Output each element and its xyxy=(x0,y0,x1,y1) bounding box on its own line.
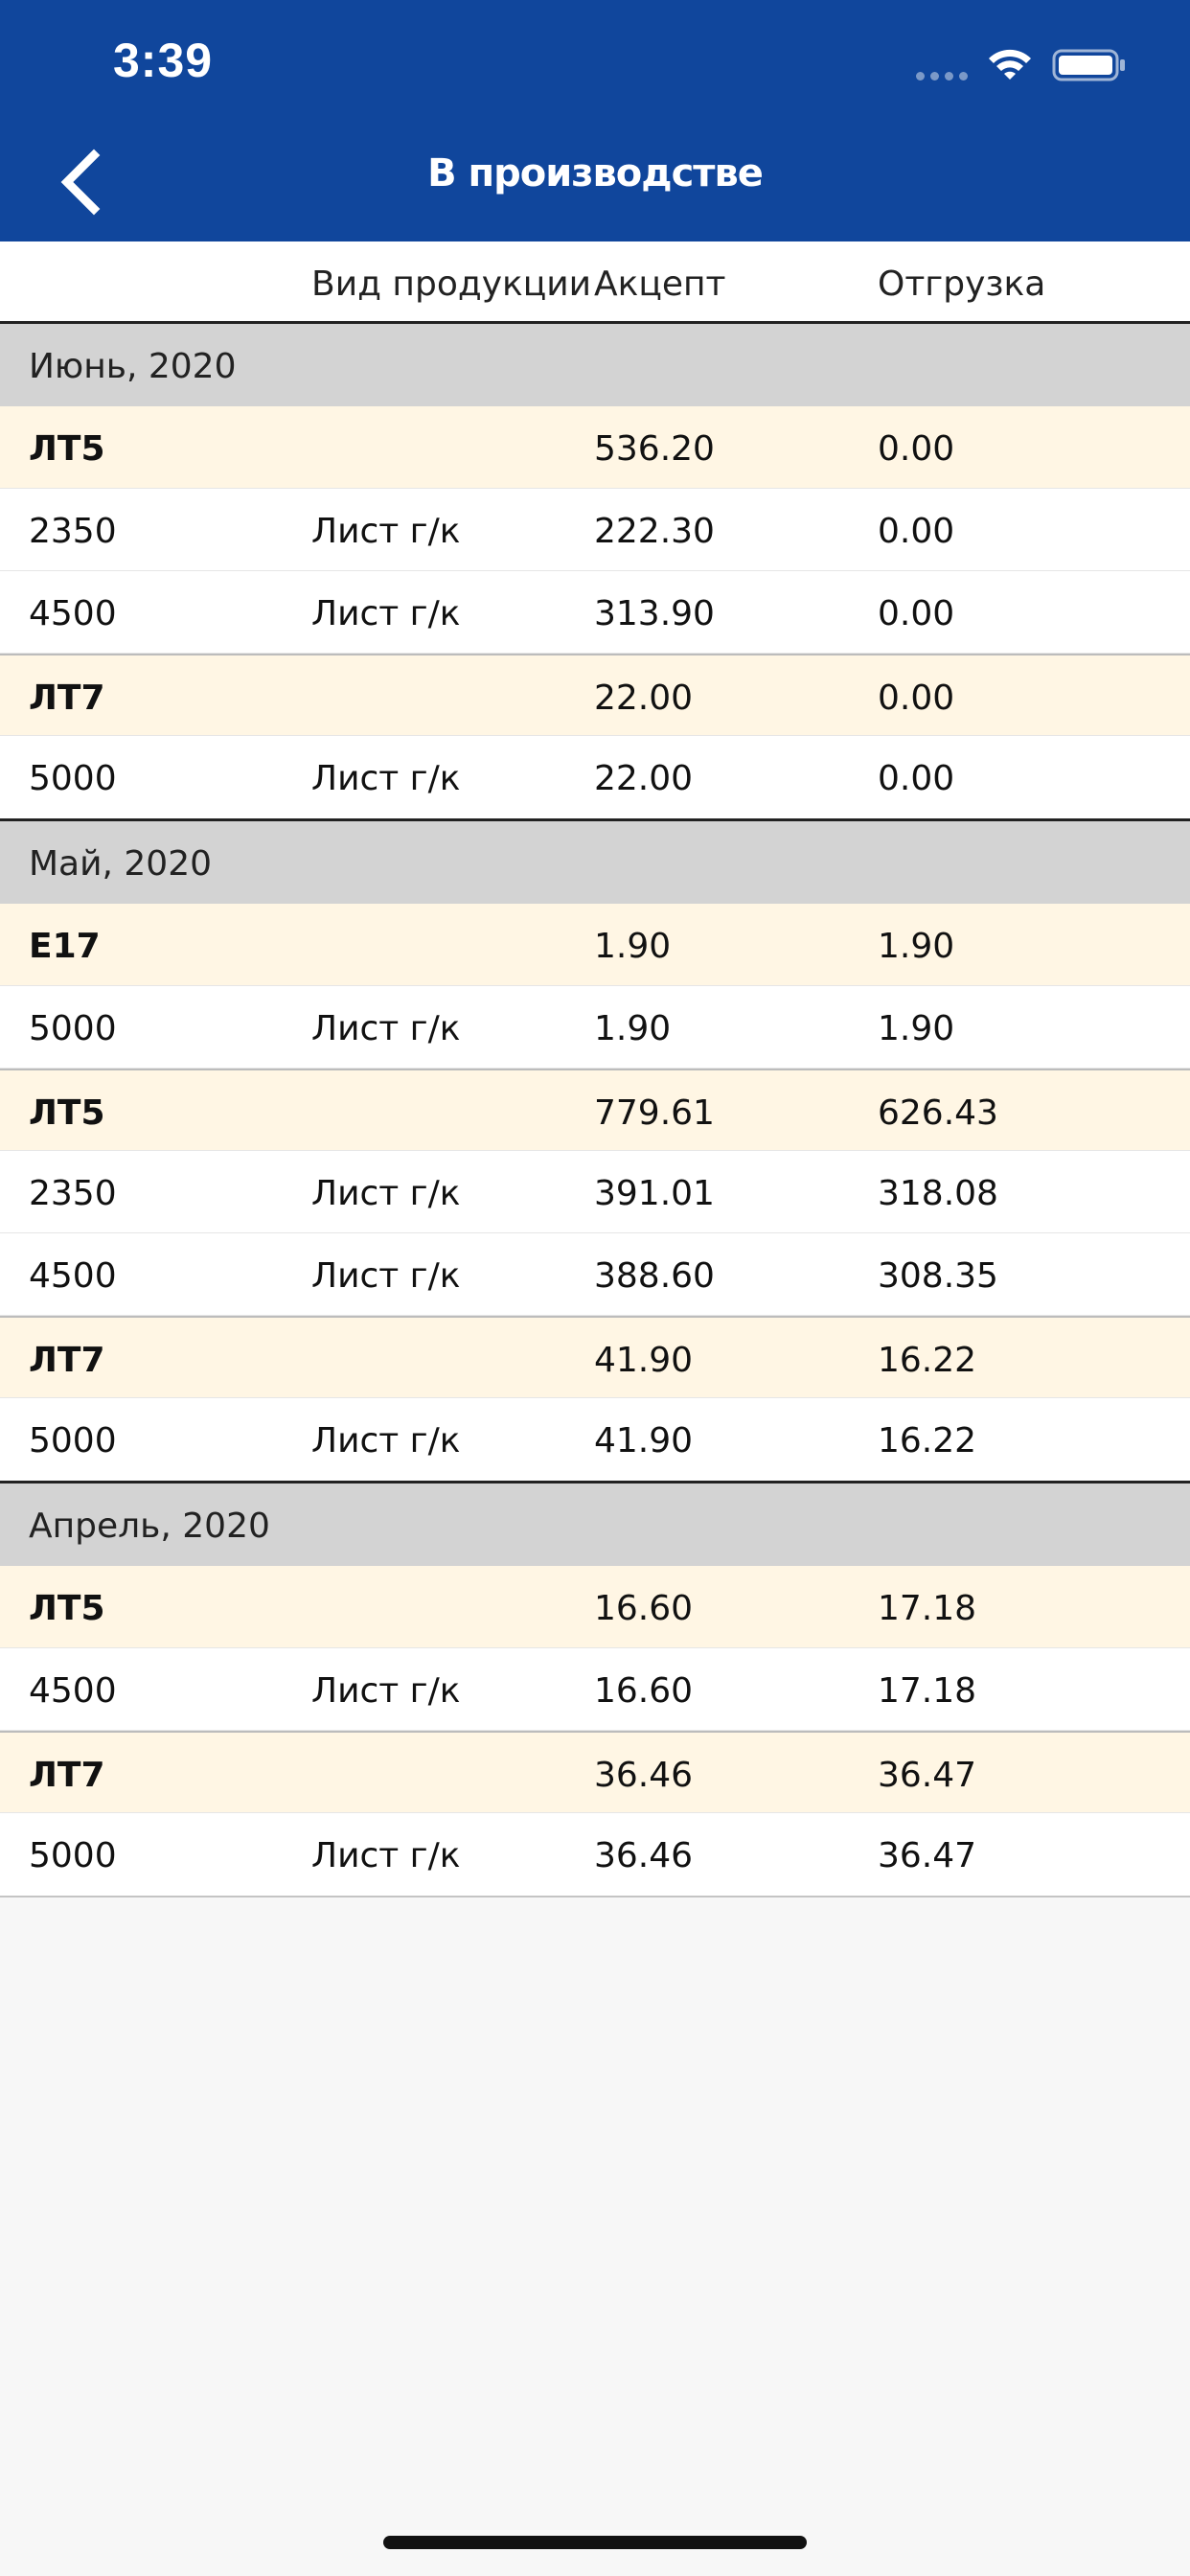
chevron-left-icon xyxy=(60,149,101,216)
row-shipment: 308.35 xyxy=(878,1256,998,1296)
row-shipment: 16.22 xyxy=(878,1341,977,1380)
column-header-product: Вид продукции xyxy=(311,264,592,304)
row-shipment: 1.90 xyxy=(878,1009,955,1048)
row-shipment: 16.22 xyxy=(878,1421,977,1460)
group-row[interactable]: ЛТ5 536.20 0.00 xyxy=(0,406,1190,489)
item-row[interactable]: 4500 Лист г/к 16.60 17.18 xyxy=(0,1648,1190,1731)
row-name: ЛТ7 xyxy=(29,1756,105,1795)
row-product: Лист г/к xyxy=(311,1421,461,1460)
row-accept: 779.61 xyxy=(594,1093,715,1133)
back-button[interactable] xyxy=(50,144,117,220)
row-name: ЛТ7 xyxy=(29,678,105,718)
row-accept: 41.90 xyxy=(594,1421,694,1460)
month-section: Апрель, 2020 ЛТ5 16.60 17.18 4500 Лист г… xyxy=(0,1484,1190,1898)
row-name: 5000 xyxy=(29,1009,117,1048)
row-product: Лист г/к xyxy=(311,512,461,551)
row-name: ЛТ5 xyxy=(29,429,105,469)
item-row[interactable]: 4500 Лист г/к 313.90 0.00 xyxy=(0,571,1190,654)
column-header-accept: Акцепт xyxy=(594,264,726,304)
section-header: Май, 2020 xyxy=(0,821,1190,904)
row-shipment: 0.00 xyxy=(878,678,955,718)
row-accept: 536.20 xyxy=(594,429,715,469)
row-name: 5000 xyxy=(29,1836,117,1875)
row-accept: 22.00 xyxy=(594,759,694,798)
month-section: Июнь, 2020 ЛТ5 536.20 0.00 2350 Лист г/к… xyxy=(0,324,1190,821)
row-accept: 391.01 xyxy=(594,1174,715,1213)
group-row[interactable]: ЛТ7 41.90 16.22 xyxy=(0,1316,1190,1398)
column-header-shipment: Отгрузка xyxy=(878,264,1046,304)
home-indicator[interactable] xyxy=(383,2536,807,2549)
row-shipment: 1.90 xyxy=(878,927,955,966)
row-accept: 36.46 xyxy=(594,1756,694,1795)
row-name: ЛТ5 xyxy=(29,1589,105,1628)
item-row[interactable]: 2350 Лист г/к 391.01 318.08 xyxy=(0,1151,1190,1233)
row-name: 5000 xyxy=(29,759,117,798)
item-row[interactable]: 5000 Лист г/к 41.90 16.22 xyxy=(0,1398,1190,1481)
row-name: 4500 xyxy=(29,1256,117,1296)
row-accept: 1.90 xyxy=(594,927,672,966)
table-header: Вид продукции Акцепт Отгрузка xyxy=(0,242,1190,324)
row-name: Е17 xyxy=(29,927,101,966)
wifi-icon xyxy=(989,49,1031,80)
item-row[interactable]: 5000 Лист г/к 1.90 1.90 xyxy=(0,986,1190,1069)
row-accept: 36.46 xyxy=(594,1836,694,1875)
row-name: 2350 xyxy=(29,1174,117,1213)
item-row[interactable]: 5000 Лист г/к 36.46 36.47 xyxy=(0,1813,1190,1896)
row-name: ЛТ7 xyxy=(29,1341,105,1380)
row-shipment: 0.00 xyxy=(878,429,955,469)
row-product: Лист г/к xyxy=(311,1671,461,1711)
page-title: В производстве xyxy=(427,151,764,196)
row-name: 2350 xyxy=(29,512,117,551)
battery-icon xyxy=(1052,49,1125,81)
row-shipment: 0.00 xyxy=(878,594,955,633)
status-time: 3:39 xyxy=(113,34,214,87)
navigation-header: 3:39 В производстве xyxy=(0,0,1190,242)
row-accept: 313.90 xyxy=(594,594,715,633)
section-title: Июнь, 2020 xyxy=(29,347,237,386)
row-name: 4500 xyxy=(29,594,117,633)
row-name: 5000 xyxy=(29,1421,117,1460)
item-row[interactable]: 5000 Лист г/к 22.00 0.00 xyxy=(0,736,1190,818)
row-accept: 222.30 xyxy=(594,512,715,551)
row-name: ЛТ5 xyxy=(29,1093,105,1133)
row-product: Лист г/к xyxy=(311,1836,461,1875)
row-shipment: 626.43 xyxy=(878,1093,998,1133)
row-product: Лист г/к xyxy=(311,759,461,798)
row-shipment: 36.47 xyxy=(878,1836,977,1875)
row-accept: 16.60 xyxy=(594,1671,694,1711)
row-product: Лист г/к xyxy=(311,1009,461,1048)
section-header: Июнь, 2020 xyxy=(0,324,1190,406)
group-row[interactable]: ЛТ5 16.60 17.18 xyxy=(0,1566,1190,1648)
row-shipment: 0.00 xyxy=(878,512,955,551)
month-section: Май, 2020 Е17 1.90 1.90 5000 Лист г/к 1.… xyxy=(0,821,1190,1484)
row-shipment: 0.00 xyxy=(878,759,955,798)
section-header: Апрель, 2020 xyxy=(0,1484,1190,1566)
item-row[interactable]: 4500 Лист г/к 388.60 308.35 xyxy=(0,1233,1190,1316)
row-accept: 16.60 xyxy=(594,1589,694,1628)
row-shipment: 318.08 xyxy=(878,1174,998,1213)
row-product: Лист г/к xyxy=(311,1256,461,1296)
group-row[interactable]: Е17 1.90 1.90 xyxy=(0,904,1190,986)
item-row[interactable]: 2350 Лист г/к 222.30 0.00 xyxy=(0,489,1190,571)
row-shipment: 36.47 xyxy=(878,1756,977,1795)
row-accept: 1.90 xyxy=(594,1009,672,1048)
section-title: Май, 2020 xyxy=(29,844,213,884)
row-shipment: 17.18 xyxy=(878,1589,977,1628)
section-title: Апрель, 2020 xyxy=(29,1506,270,1546)
group-row[interactable]: ЛТ7 22.00 0.00 xyxy=(0,654,1190,736)
row-product: Лист г/к xyxy=(311,1174,461,1213)
row-accept: 388.60 xyxy=(594,1256,715,1296)
group-row[interactable]: ЛТ5 779.61 626.43 xyxy=(0,1069,1190,1151)
table-body: Июнь, 2020 ЛТ5 536.20 0.00 2350 Лист г/к… xyxy=(0,324,1190,1898)
row-product: Лист г/к xyxy=(311,594,461,633)
row-name: 4500 xyxy=(29,1671,117,1711)
row-accept: 41.90 xyxy=(594,1341,694,1380)
row-shipment: 17.18 xyxy=(878,1671,977,1711)
row-accept: 22.00 xyxy=(594,678,694,718)
signal-dots-icon xyxy=(916,71,970,80)
group-row[interactable]: ЛТ7 36.46 36.47 xyxy=(0,1731,1190,1813)
